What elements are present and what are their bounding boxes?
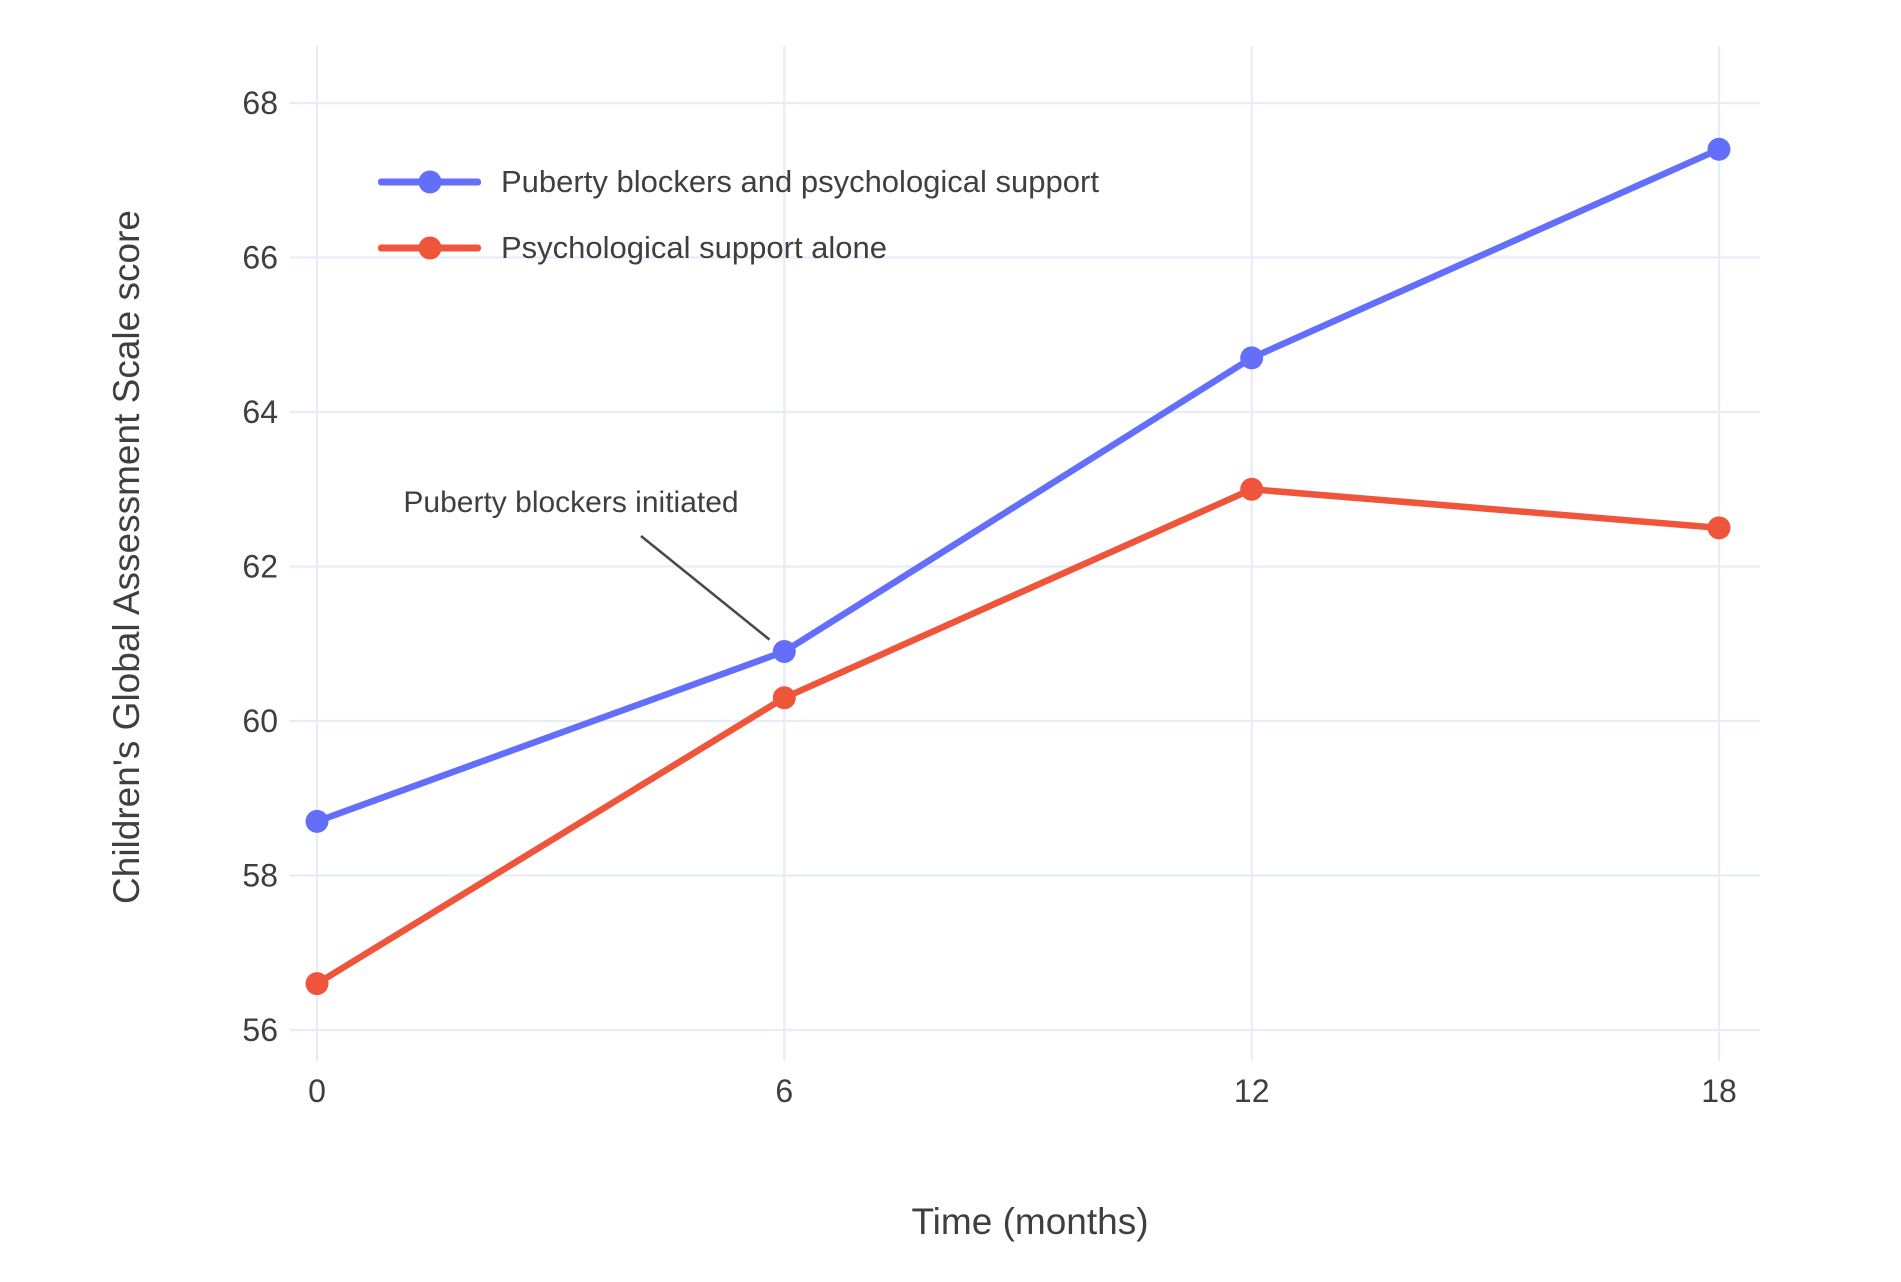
y-tick-label: 58 [242,858,278,894]
x-tick-label: 12 [1234,1073,1270,1109]
y-tick-label: 62 [242,549,278,585]
legend-swatch-line-marker-icon [378,170,481,194]
data-point [1707,137,1731,161]
legend-label: Psychological support alone [501,230,888,265]
legend-item-puberty-blockers[interactable]: Puberty blockers and psychological suppo… [378,149,1099,215]
legend-swatch-line-marker-icon [378,236,481,260]
legend-item-psych-support-alone[interactable]: Psychological support alone [378,215,1099,281]
y-tick-label: 66 [242,240,278,276]
y-tick-label: 68 [242,85,278,121]
legend-label: Puberty blockers and psychological suppo… [501,164,1099,199]
x-tick-label: 6 [775,1073,793,1109]
data-point [305,972,329,996]
y-axis-title: Children's Global Assessment Scale score [106,210,147,904]
data-point [1240,477,1264,501]
annotation-pointer-line [640,534,771,641]
x-axis-title: Time (months) [911,1201,1149,1242]
data-point [1707,516,1731,540]
data-point [772,686,796,710]
legend: Puberty blockers and psychological suppo… [378,149,1099,281]
x-tick-label: 18 [1701,1073,1737,1109]
y-tick-label: 60 [242,703,278,739]
data-point [1240,346,1264,370]
x-tick-label: 0 [308,1073,326,1109]
series-line-1 [313,486,1723,987]
y-tick-label: 56 [242,1012,278,1048]
annotation-text: Puberty blockers initiated [403,486,739,519]
data-point [772,640,796,663]
data-point [305,809,329,833]
y-tick-label: 64 [242,394,278,430]
series-line-0 [313,146,1723,825]
